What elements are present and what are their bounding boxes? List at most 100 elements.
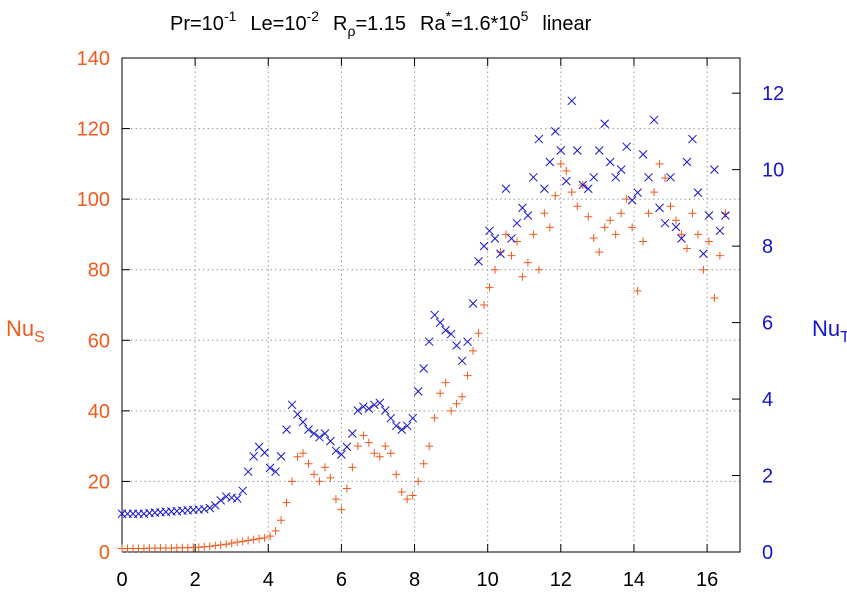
y-right-tick-label: 6 <box>762 313 773 335</box>
nu-s-point <box>425 442 434 451</box>
nu-t-point <box>238 486 248 496</box>
y-left-label-sub: S <box>34 329 45 346</box>
nu-t-point <box>611 172 621 182</box>
nu-t-point <box>199 504 209 514</box>
y-left-tick-label: 0 <box>99 542 110 564</box>
nu-s-point <box>666 202 675 211</box>
grid-lines <box>122 58 740 552</box>
nu-s-point <box>392 470 401 479</box>
nu-t-point <box>380 406 390 415</box>
nu-t-point <box>715 226 725 236</box>
y-left-tick-label: 60 <box>88 330 110 352</box>
nu-t-point <box>721 211 730 220</box>
y-left-tick-label: 80 <box>88 260 110 282</box>
nu-s-point <box>650 188 659 197</box>
nu-s-point <box>348 463 357 472</box>
nu-s-point <box>507 251 516 260</box>
title-ra-exp: 5 <box>521 8 529 24</box>
nu-t-point <box>479 241 489 251</box>
nu-s-point <box>227 539 236 548</box>
nu-t-point <box>496 249 505 259</box>
nu-s-point <box>485 283 494 292</box>
nu-s-point <box>523 258 532 267</box>
nu-t-point <box>446 329 456 339</box>
nu-t-point <box>358 402 368 412</box>
nu-s-point <box>277 516 286 525</box>
nu-s-point <box>397 488 406 497</box>
x-tick-label: 10 <box>477 569 499 591</box>
nu-s-point <box>672 216 681 225</box>
nu-s-point <box>216 540 225 549</box>
chart-title: Pr=10-1 Le=10-2 Rρ=1.15 Ra*=1.6*105 linear <box>170 8 592 39</box>
nu-t-point <box>342 442 352 452</box>
nu-s-point <box>622 195 631 204</box>
nu-s-point <box>260 533 269 542</box>
nu-t-point <box>463 337 472 347</box>
nu-t-point <box>501 184 511 194</box>
nu-t-point <box>578 180 588 190</box>
nu-s-point <box>595 248 604 257</box>
nu-s-point <box>419 459 428 468</box>
nu-s-point <box>288 477 297 486</box>
nu-t-point <box>512 218 522 228</box>
nu-t-point <box>561 176 571 186</box>
nu-s-point <box>381 442 390 451</box>
y-right-tick-label: 10 <box>762 160 784 182</box>
nu-t-point <box>572 146 582 155</box>
nu-s-point <box>628 223 637 232</box>
title-r-base: R <box>333 13 347 35</box>
nu-s-point <box>480 301 489 309</box>
nu-t-point <box>540 184 549 194</box>
nu-s-point <box>255 534 264 543</box>
y-left-axis-label: NuS <box>6 316 45 346</box>
nu-s-point <box>331 495 340 504</box>
nu-t-point <box>271 467 280 477</box>
nu-s-point <box>469 346 478 355</box>
title-ra-base: Ra <box>420 13 446 35</box>
y-right-tick-label: 4 <box>762 389 773 411</box>
nu-t-point <box>413 387 423 396</box>
y-left-tick-label: 120 <box>77 119 110 141</box>
nu-t-point <box>545 157 555 167</box>
nu-t-point <box>315 432 324 442</box>
nu-t-point <box>326 436 335 446</box>
nu-s-point <box>359 431 368 440</box>
nu-t-point <box>660 218 670 228</box>
nu-t-point <box>550 127 560 136</box>
nu-s-point <box>194 543 203 552</box>
nu-t-point <box>424 337 434 347</box>
y-right-axis-label: NuT <box>812 316 847 346</box>
nu-t-point <box>677 234 686 243</box>
nu-s-point <box>315 477 324 486</box>
nu-s-point <box>567 188 576 197</box>
nu-t-point <box>638 149 648 159</box>
nu-s-point <box>715 251 724 260</box>
nu-s-point <box>540 209 549 218</box>
nu-s-point <box>644 209 653 218</box>
nu-s-point <box>414 477 423 486</box>
nu-t-point <box>507 234 516 243</box>
nu-t-point <box>649 115 659 125</box>
nu-t-point <box>298 417 308 427</box>
nu-t-point <box>589 172 599 182</box>
nu-t-point <box>397 425 407 435</box>
nu-t-point <box>457 356 467 366</box>
nu-t-point <box>331 446 341 456</box>
nu-t-point <box>518 203 527 213</box>
nu-t-point <box>688 134 697 144</box>
nu-s-point <box>699 265 708 274</box>
nu-t-point <box>523 211 533 220</box>
nu-s-point <box>611 230 620 239</box>
nu-s-point <box>529 230 538 239</box>
nu-t-point <box>282 425 291 435</box>
nu-s-point <box>293 452 302 461</box>
nu-s-point <box>375 452 384 461</box>
nu-t-point <box>221 492 231 501</box>
series-nu-t <box>117 96 730 519</box>
y-right-label-sub: T <box>840 329 847 346</box>
x-tick-label: 2 <box>190 569 201 591</box>
y-right-tick-label: 12 <box>762 83 784 105</box>
nu-t-point <box>655 203 664 213</box>
nu-s-point <box>452 399 461 408</box>
nu-s-point <box>693 230 702 239</box>
